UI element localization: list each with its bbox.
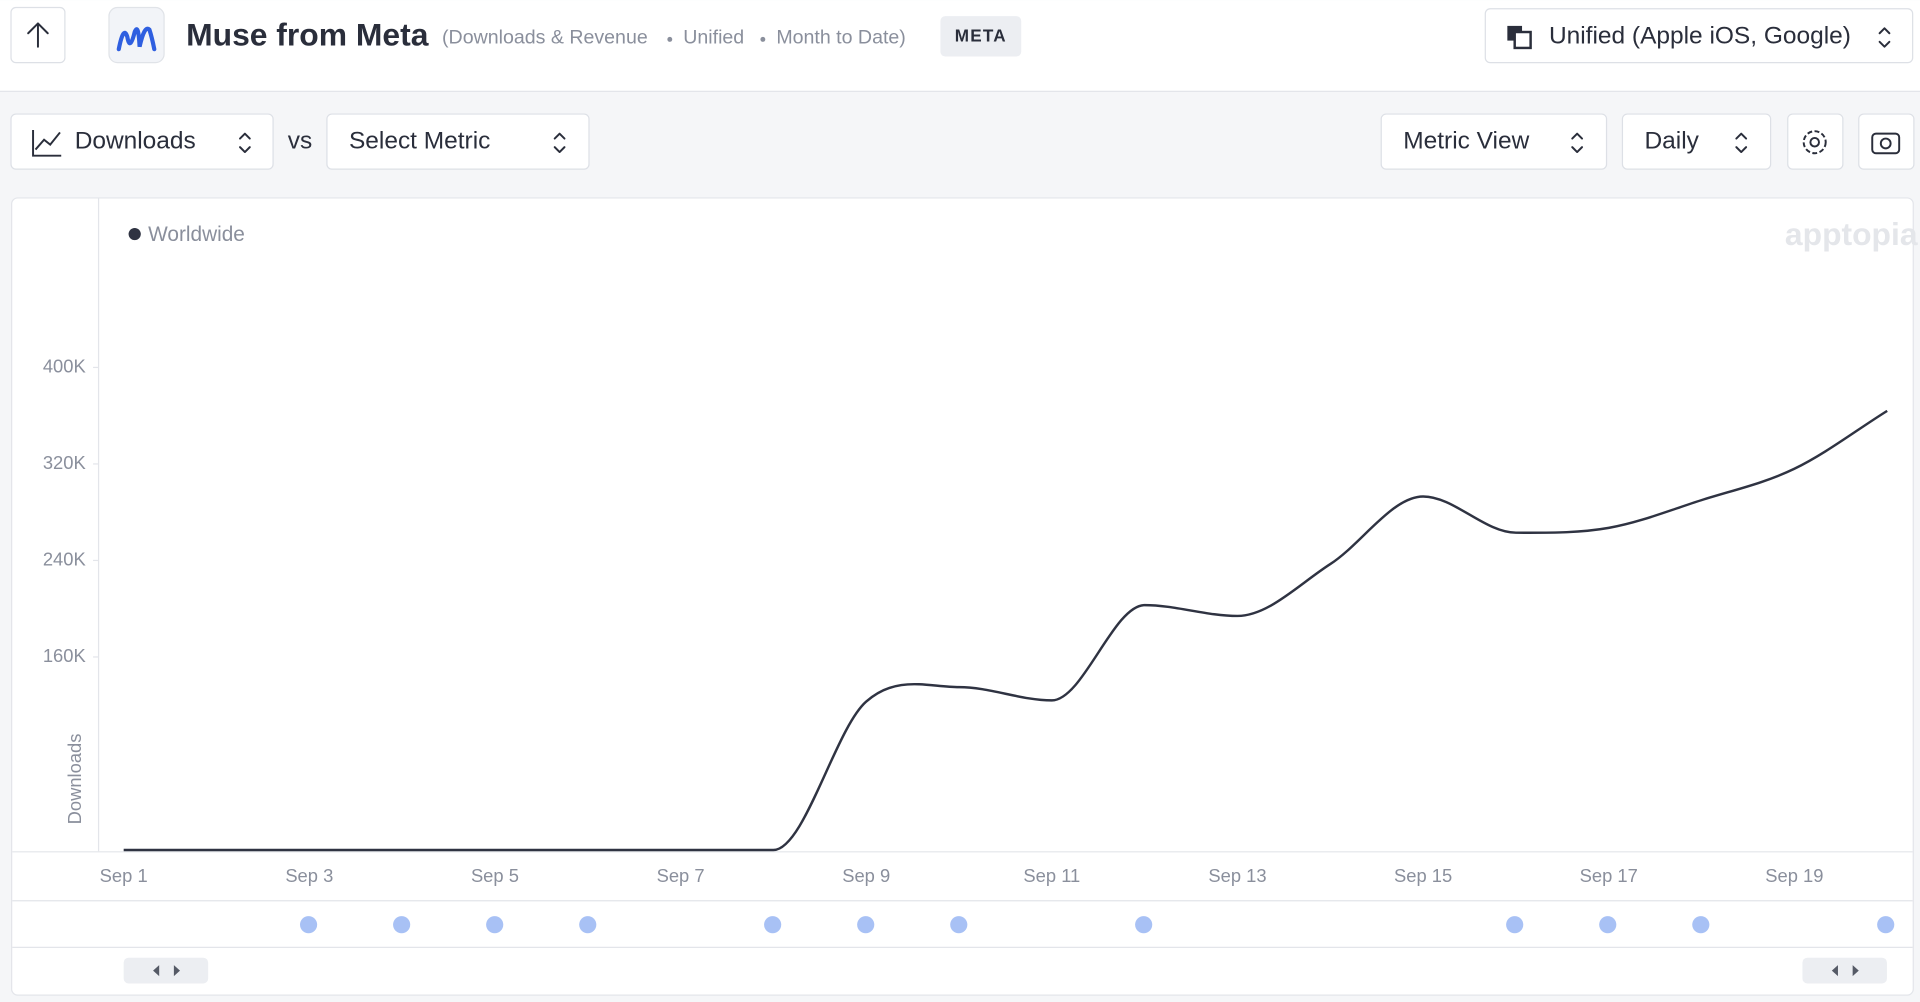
gear-icon	[1802, 130, 1827, 155]
y-tick-label: 160K	[43, 645, 87, 666]
y-tick-label: 320K	[43, 452, 87, 473]
event-marker[interactable]	[579, 916, 597, 934]
ticker-badge: META	[955, 25, 1007, 45]
event-marker[interactable]	[950, 916, 968, 934]
screenshot-button[interactable]	[1858, 113, 1915, 170]
gear-icon	[1809, 136, 1820, 148]
scroll-handle[interactable]	[1802, 957, 1887, 984]
metric-select[interactable]	[10, 113, 274, 170]
scroll-arrows	[1831, 965, 1859, 977]
scroll-handle[interactable]	[123, 957, 209, 984]
x-tick-label: Sep 15	[1394, 865, 1452, 886]
chevron	[239, 132, 251, 153]
event-marker[interactable]	[1692, 916, 1710, 934]
up-arrow-icon	[27, 22, 49, 48]
event-marker[interactable]	[486, 916, 504, 934]
legend-swatch	[128, 227, 141, 241]
chart-icon	[32, 129, 62, 157]
platform-select[interactable]	[1484, 8, 1914, 64]
separator	[667, 36, 673, 42]
chart-panel	[11, 197, 1914, 996]
compare-select[interactable]	[326, 113, 590, 170]
app-icon	[108, 6, 165, 64]
compare-label: Select Metric	[349, 128, 490, 155]
view-label: Metric View	[1403, 128, 1529, 155]
x-tick-label: Sep 9	[842, 865, 890, 886]
subtitle-part: Unified	[683, 26, 744, 48]
event-marker[interactable]	[393, 916, 411, 934]
camera-icon	[1871, 132, 1901, 155]
app-logo	[116, 26, 157, 52]
x-tick-label: Sep 5	[471, 865, 519, 886]
x-tick-label: Sep 11	[1023, 865, 1080, 886]
chevron	[1735, 132, 1748, 153]
subtitle-part: (Downloads & Revenue	[442, 26, 648, 48]
settings-button[interactable]	[1787, 113, 1844, 170]
event-marker[interactable]	[1135, 916, 1153, 934]
vs-label: vs	[288, 128, 312, 155]
event-marker[interactable]	[764, 916, 782, 934]
chevron	[1571, 132, 1584, 153]
subtitle-part: Month to Date)	[776, 26, 905, 48]
metric-label: Downloads	[75, 128, 196, 155]
interval-select[interactable]	[1621, 113, 1772, 170]
event-marker[interactable]	[1599, 916, 1617, 934]
data-line	[123, 409, 1888, 852]
interval-label: Daily	[1644, 128, 1699, 155]
app-title: Muse from Meta	[186, 16, 429, 52]
badge-bg	[940, 16, 1022, 57]
event-marker[interactable]	[1877, 916, 1895, 934]
watermark: apptopia	[1785, 216, 1918, 252]
platform-label: Unified (Apple iOS, Google)	[1549, 22, 1851, 49]
y-axis-title: Downloads	[64, 734, 85, 825]
chevron	[1878, 27, 1891, 48]
x-tick-label: Sep 7	[657, 865, 705, 886]
chevron	[553, 132, 566, 153]
x-tick-label: Sep 1	[100, 865, 148, 886]
scroll-arrows	[153, 965, 180, 977]
event-markers	[300, 916, 1895, 934]
x-tick-label: Sep 13	[1208, 865, 1266, 886]
y-tick-label: 240K	[43, 548, 87, 569]
view-select[interactable]	[1380, 113, 1608, 170]
x-tick-label: Sep 3	[285, 865, 333, 886]
event-marker[interactable]	[1506, 916, 1524, 934]
x-tick-label: Sep 19	[1765, 865, 1823, 886]
legend-label: Worldwide	[148, 223, 245, 246]
y-tick-label: 400K	[43, 355, 87, 376]
event-marker[interactable]	[857, 916, 875, 934]
separator	[760, 36, 766, 42]
plot: 160K 240K 320K 400K Sep 1 Sep 3 Sep 5 Sep 7 Sep …	[43, 223, 1888, 886]
camera-icon	[1879, 137, 1892, 150]
platform-icon	[1513, 30, 1532, 50]
event-marker[interactable]	[300, 916, 318, 934]
x-tick-label: Sep 17	[1580, 865, 1638, 886]
